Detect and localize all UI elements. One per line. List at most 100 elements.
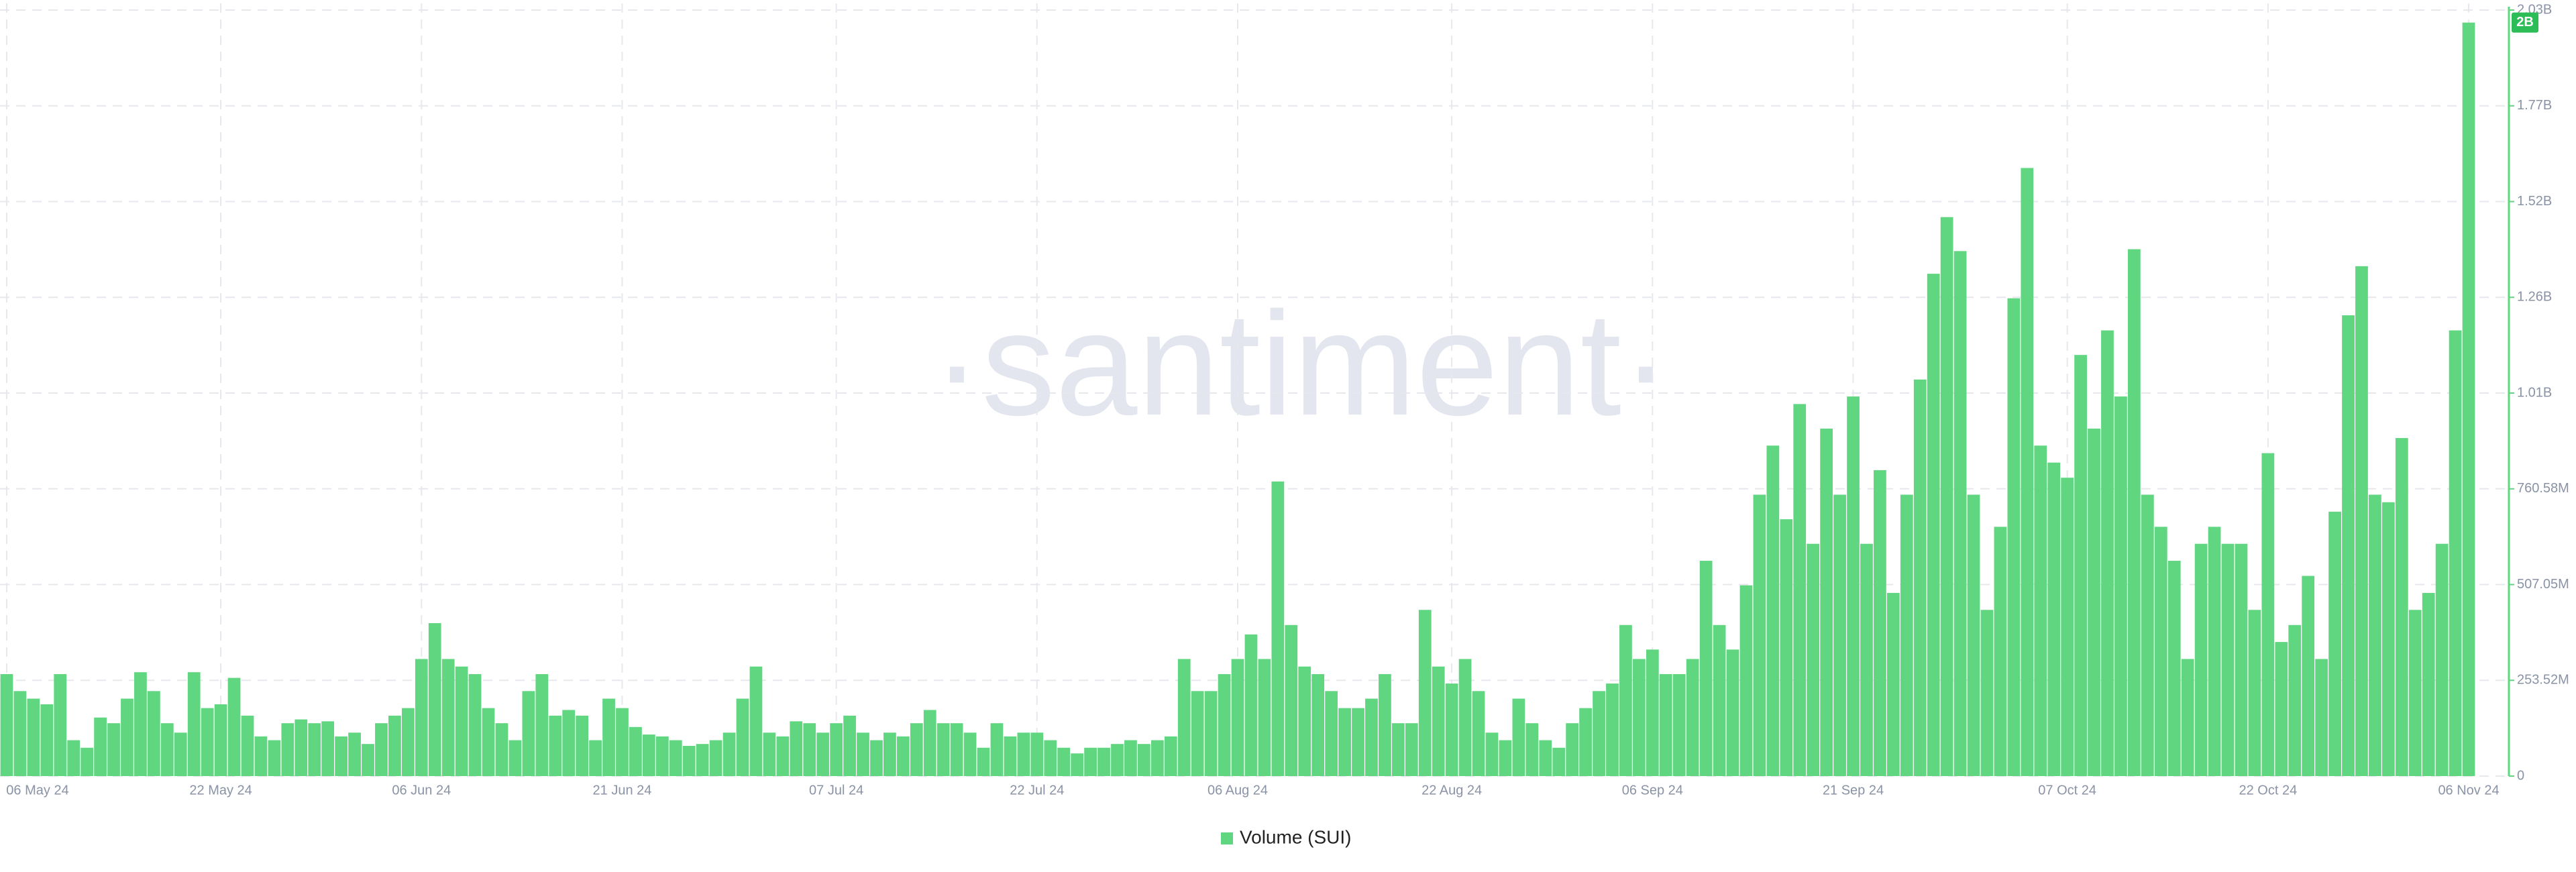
y-tick-label: 0: [2517, 768, 2524, 783]
bar: [1633, 659, 1646, 776]
value-marker-label: 2B: [2516, 15, 2534, 30]
bar: [1886, 592, 1900, 776]
bar: [896, 736, 910, 776]
bar: [2114, 396, 2127, 776]
bar: [1940, 217, 1953, 776]
bar: [643, 734, 655, 776]
bar: [1833, 494, 1846, 776]
bar: [1150, 740, 1164, 776]
bar: [1606, 684, 1619, 776]
bar: [1499, 740, 1512, 776]
bar: [0, 673, 13, 776]
bar: [535, 673, 549, 776]
bar: [1285, 624, 1298, 776]
bar: [27, 698, 40, 776]
bar: [2034, 445, 2047, 776]
bar: [1980, 610, 1994, 776]
bar: [1391, 723, 1405, 776]
bar: [1298, 666, 1311, 776]
bar: [1271, 481, 1285, 776]
bar: [174, 732, 187, 776]
bar: [1766, 445, 1780, 776]
legend-swatch: [1221, 832, 1233, 844]
bar: [2288, 624, 2302, 776]
bar: [415, 659, 428, 776]
bar: [468, 673, 482, 776]
bar: [977, 747, 990, 776]
bar: [2435, 543, 2449, 776]
bar: [1017, 732, 1030, 776]
bar: [669, 740, 682, 776]
bar: [2342, 315, 2355, 776]
bar: [160, 723, 174, 776]
bar: [2181, 659, 2194, 776]
bar: [241, 715, 254, 776]
bar: [2128, 249, 2141, 776]
bar: [936, 723, 950, 776]
bar: [910, 723, 923, 776]
bar: [67, 740, 80, 776]
bar: [2154, 527, 2167, 776]
bar: [2141, 494, 2154, 776]
x-tick-label: 06 Sep 24: [1622, 783, 1683, 798]
bar: [227, 677, 241, 776]
bar: [763, 732, 776, 776]
bar: [375, 723, 388, 776]
bar: [54, 673, 67, 776]
bar: [2355, 266, 2368, 776]
bar: [107, 723, 120, 776]
bar: [482, 708, 495, 776]
bar: [2221, 543, 2235, 776]
bar: [2167, 561, 2181, 776]
bar: [2208, 527, 2221, 776]
x-tick-label: 21 Jun 24: [593, 783, 652, 798]
x-tick-label: 22 Jul 24: [1010, 783, 1064, 798]
bar: [1124, 740, 1137, 776]
x-tick-label: 21 Sep 24: [1823, 783, 1884, 798]
bar: [682, 745, 696, 776]
bar: [1953, 251, 1967, 777]
bar: [629, 726, 642, 776]
x-tick-label: 06 Jun 24: [392, 783, 451, 798]
bar: [1418, 610, 1432, 776]
bar: [2047, 462, 2061, 776]
bar: [602, 698, 615, 776]
bar: [870, 740, 883, 776]
bar: [94, 717, 107, 776]
bar: [1485, 732, 1499, 776]
bar: [1913, 379, 1927, 776]
bar: [121, 698, 133, 776]
bar: [923, 710, 936, 776]
bar: [1445, 684, 1458, 776]
bar: [13, 691, 27, 776]
bar: [1900, 494, 1913, 776]
bar: [508, 740, 522, 776]
x-tick-label: 06 May 24: [6, 783, 68, 798]
y-tick-label: 1.01B: [2517, 385, 2552, 400]
bar: [2261, 453, 2275, 776]
bar: [1994, 527, 2007, 776]
bar: [2422, 592, 2435, 776]
bar: [1365, 698, 1378, 776]
bar: [963, 732, 977, 776]
bar: [1177, 659, 1191, 776]
bar: [1967, 494, 1980, 776]
x-tick-label: 06 Nov 24: [2438, 783, 2499, 798]
x-tick-label: 07 Jul 24: [809, 783, 863, 798]
bar: [549, 715, 562, 776]
legend-label: Volume (SUI): [1240, 826, 1352, 847]
bar: [696, 744, 709, 776]
bar: [201, 708, 214, 776]
bar: [1780, 519, 1793, 776]
y-tick-label: 1.77B: [2517, 98, 2552, 113]
y-tick-label: 507.05M: [2517, 577, 2569, 592]
bar: [1191, 691, 1204, 776]
bar: [1593, 691, 1605, 776]
bar: [1807, 543, 1820, 776]
bar: [990, 723, 1004, 776]
bar: [1686, 659, 1699, 776]
x-tick-label: 22 Oct 24: [2239, 783, 2297, 798]
bar: [348, 732, 361, 776]
